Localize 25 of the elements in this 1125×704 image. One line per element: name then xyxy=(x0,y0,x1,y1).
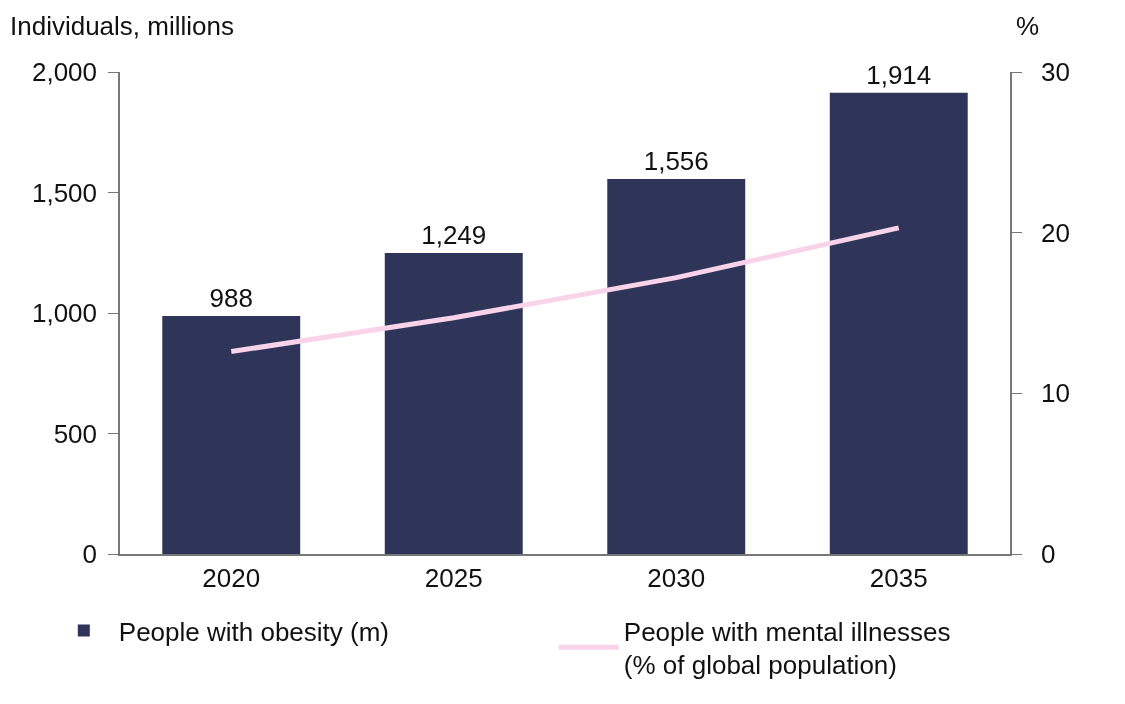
y-axis-title: Individuals, millions xyxy=(10,11,234,41)
data-label: 988 xyxy=(209,282,253,313)
data-label: 1,249 xyxy=(421,219,487,250)
y2-tick-label: 0 xyxy=(1040,539,1056,570)
y-tick-label: 1,500 xyxy=(31,177,98,208)
y2-tick-label: 10 xyxy=(1040,378,1070,409)
bar xyxy=(162,315,301,554)
y2-axis-title: % xyxy=(1016,11,1040,41)
data-label: 1,914 xyxy=(866,59,932,90)
y2-tick-label: 20 xyxy=(1040,217,1070,248)
x-tick-label: 2035 xyxy=(869,562,928,593)
y2-tick-label: 30 xyxy=(1040,57,1070,88)
legend-label: People with obesity (m) xyxy=(118,616,390,647)
bar xyxy=(829,92,968,554)
x-tick-label: 2020 xyxy=(202,562,261,593)
y-tick-label: 1,000 xyxy=(31,298,98,329)
x-tick-label: 2030 xyxy=(647,562,706,593)
bar xyxy=(607,179,746,554)
y-tick-label: 2,000 xyxy=(31,57,98,88)
y-tick-label: 0 xyxy=(82,539,98,570)
y-tick-label: 500 xyxy=(53,418,98,449)
bar xyxy=(384,252,523,554)
x-tick-label: 2025 xyxy=(424,562,483,593)
legend-label: People with mental illnesses (% of global population) xyxy=(623,616,951,681)
data-label: 1,556 xyxy=(643,146,709,176)
